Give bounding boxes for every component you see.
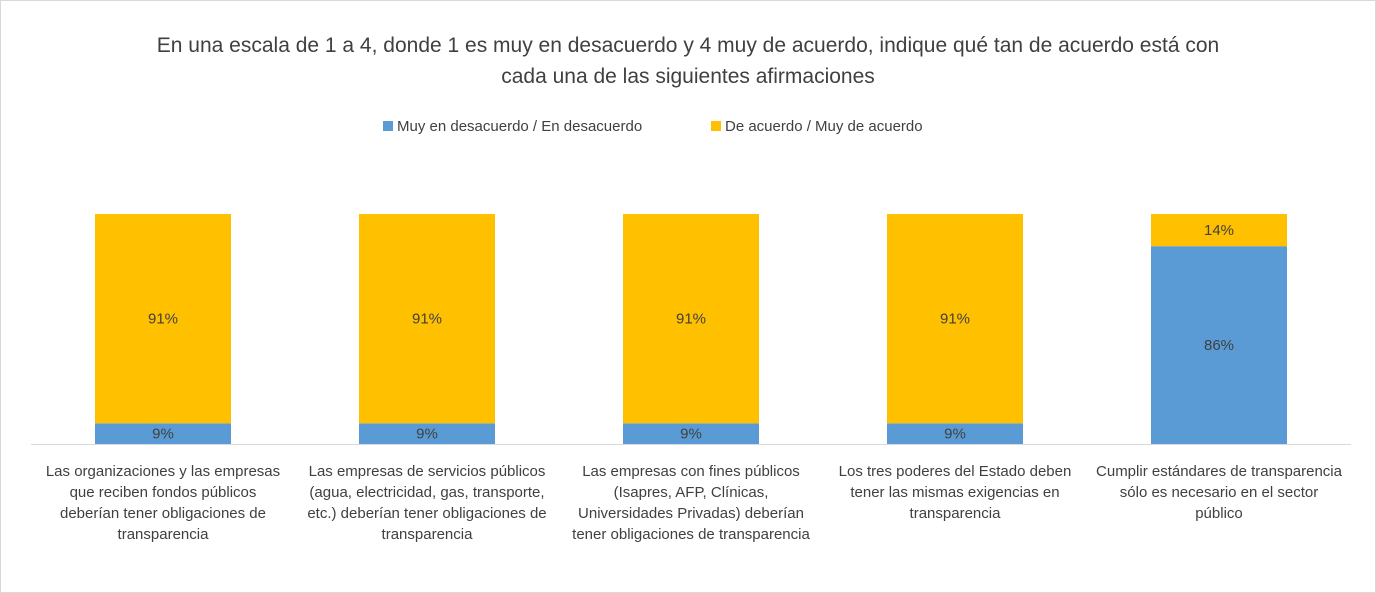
chart-title: En una escala de 1 a 4, donde 1 es muy e… [156, 34, 1220, 88]
x-tick-label: Los tres poderes del Estado deben tener … [838, 463, 1072, 522]
bar-segment [1151, 214, 1287, 247]
x-tick-label: Las empresas con fines públicos (Isapres… [572, 463, 810, 543]
legend-label: Muy en desacuerdo / En desacuerdo [397, 118, 642, 135]
bar-segment [95, 214, 231, 424]
data-label: 91% [412, 311, 442, 328]
data-label: 9% [152, 426, 174, 443]
data-label: 86% [1204, 337, 1234, 354]
bar-segment [887, 214, 1023, 424]
x-tick-label: Las organizaciones y las empresas que re… [45, 463, 281, 543]
bar-segment [359, 423, 495, 444]
bar-segment [95, 423, 231, 444]
bar-segment [359, 214, 495, 424]
data-label: 9% [416, 426, 438, 443]
x-tick-label: Cumplir estándares de transparencia sólo… [1096, 463, 1342, 522]
data-label: 14% [1204, 222, 1234, 239]
legend-label: De acuerdo / Muy de acuerdo [725, 118, 923, 135]
bar-segment [887, 423, 1023, 444]
data-label: 91% [676, 311, 706, 328]
data-label: 9% [680, 426, 702, 443]
bar-segment [623, 214, 759, 424]
bar-segment [1151, 246, 1287, 444]
data-label: 9% [944, 426, 966, 443]
data-label: 91% [148, 311, 178, 328]
bar-segment [623, 423, 759, 444]
data-label: 91% [940, 311, 970, 328]
legend-swatch [711, 121, 721, 131]
legend-swatch [383, 121, 393, 131]
x-tick-label: Las empresas de servicios públicos (agua… [307, 463, 547, 543]
